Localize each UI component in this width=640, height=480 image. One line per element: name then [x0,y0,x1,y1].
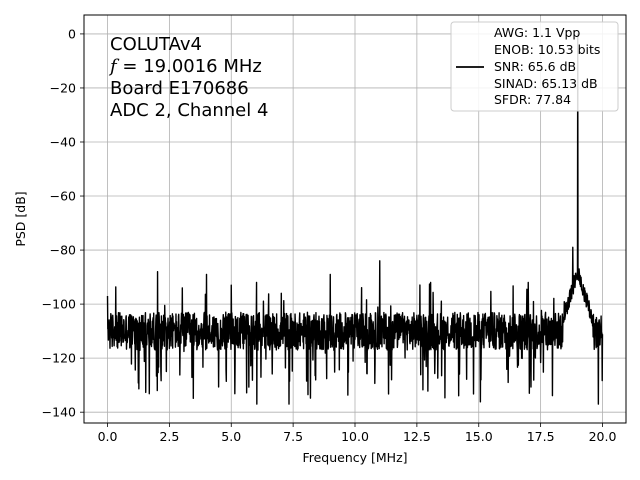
x-tick-label: 7.5 [283,429,303,444]
ticks: 0.0 2.5 5.0 7.5 10.0 12.5 15.0 17.5 20.0 0 −20 −40 −… [42,26,617,444]
x-tick-label: 5.0 [221,429,241,444]
y-tick-label: −120 [42,351,76,366]
y-tick-label: 0 [68,26,76,41]
x-tick-label: 17.5 [527,429,555,444]
y-tick-label: −20 [50,80,76,95]
x-tick-label: 0.0 [98,429,118,444]
x-tick-label: 15.0 [465,429,493,444]
x-tick-label: 20.0 [589,429,617,444]
legend-entry-snr: SNR: 65.6 dB [494,59,576,74]
legend-entry-enob: ENOB: 10.53 bits [494,42,600,57]
x-axis-label: Frequency [MHz] [302,450,407,465]
x-tick-label: 2.5 [159,429,179,444]
y-tick-label: −60 [50,189,76,204]
annotation-adc-channel: ADC 2, Channel 4 [110,100,268,121]
psd-trace [106,33,604,405]
legend: AWG: 1.1 Vpp ENOB: 10.53 bits SNR: 65.6 … [450,21,619,112]
legend-box [450,21,619,112]
y-tick-label: −100 [42,297,76,312]
x-tick-label: 12.5 [403,429,431,444]
y-tick-label: −140 [42,405,76,420]
y-tick-label: −40 [50,134,76,149]
plot-area [106,33,604,405]
x-tick-label: 10.0 [341,429,369,444]
annotation-frequency: f = 19.0016 MHz [108,56,262,77]
legend-entry-sinad: SINAD: 65.13 dB [494,76,598,91]
annotation-board: Board E170686 [110,78,249,99]
y-axis-label: PSD [dB] [13,191,28,246]
y-tick-label: −80 [50,243,76,258]
annotation-box: COLUTAv4 f = 19.0016 MHz Board E170686 A… [108,34,268,121]
legend-entry-sfdr: SFDR: 77.84 [494,92,571,107]
legend-entry-awg: AWG: 1.1 Vpp [494,25,580,40]
annotation-chip: COLUTAv4 [110,34,202,55]
